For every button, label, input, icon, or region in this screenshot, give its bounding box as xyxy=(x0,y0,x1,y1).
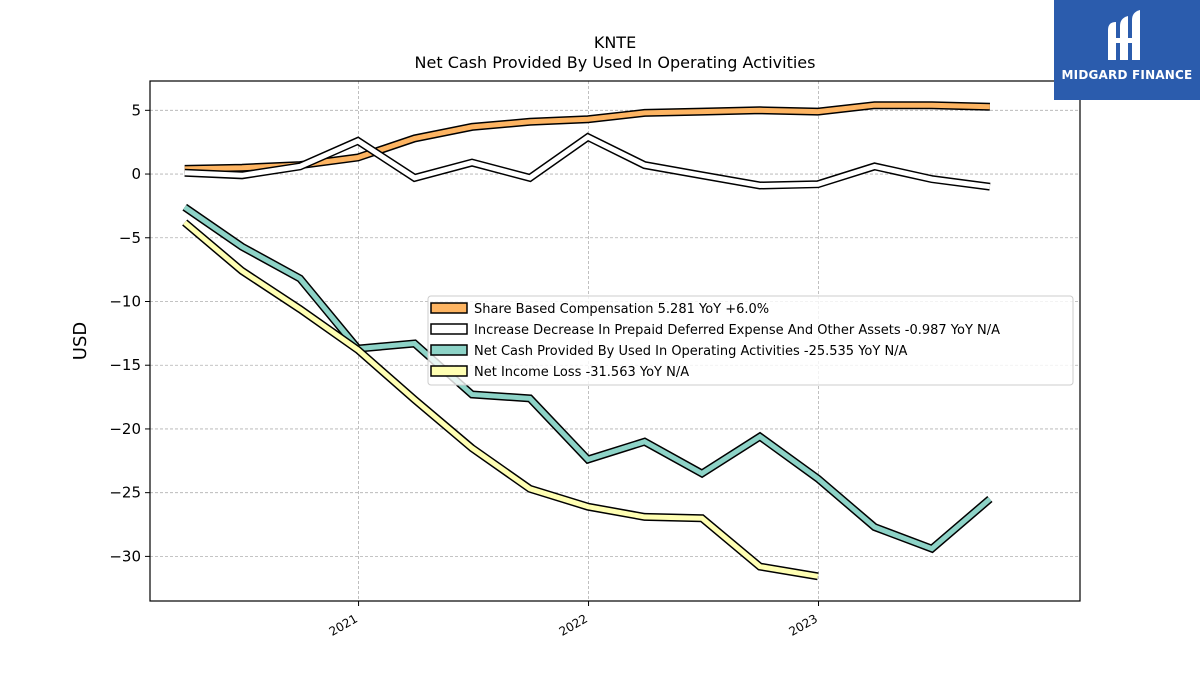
legend-swatch xyxy=(430,323,468,335)
logo-text: MIDGARD FINANCE xyxy=(1061,68,1193,82)
series-line xyxy=(184,102,990,172)
series-4 xyxy=(182,219,819,581)
chart-title: KNTE xyxy=(594,33,636,52)
legend-swatch xyxy=(430,365,468,377)
legend-entry: Net Income Loss -31.563 YoY N/A xyxy=(474,365,689,380)
y-tick-label: 0 xyxy=(131,165,141,183)
chart-subtitle: Net Cash Provided By Used In Operating A… xyxy=(415,53,816,72)
series-line xyxy=(184,134,991,190)
legend-entry: Share Based Compensation 5.281 YoY +6.0% xyxy=(474,302,769,317)
y-tick-label: −5 xyxy=(119,229,141,247)
series-line xyxy=(183,205,992,552)
y-axis: 5 0 −5 −10 −15 −20 −25 −30 xyxy=(109,101,150,565)
x-tick-label: 2021 xyxy=(327,611,360,638)
x-axis: 2021 2022 2023 xyxy=(327,601,820,639)
y-tick-label: −15 xyxy=(109,356,141,374)
y-tick-label: −10 xyxy=(109,292,141,310)
y-axis-label: USD xyxy=(70,322,91,360)
legend: Share Based Compensation 5.281 YoY +6.0%… xyxy=(427,295,1074,386)
series-layer xyxy=(182,101,993,581)
x-tick-label: 2023 xyxy=(787,611,820,638)
legend-swatch xyxy=(430,344,468,356)
series-1 xyxy=(184,101,991,173)
plot-frame xyxy=(149,80,1081,602)
series-2 xyxy=(184,132,991,191)
y-tick-label: −25 xyxy=(109,484,141,502)
y-tick-label: −30 xyxy=(109,547,141,565)
legend-entry: Increase Decrease In Prepaid Deferred Ex… xyxy=(474,323,1000,338)
legend-box xyxy=(427,295,1074,386)
series-3 xyxy=(182,203,993,554)
y-tick-label: −20 xyxy=(109,420,141,438)
logo-mark-icon xyxy=(1108,10,1140,60)
legend-swatch xyxy=(430,302,468,314)
x-tick-label: 2022 xyxy=(557,611,590,638)
y-tick-label: 5 xyxy=(131,101,141,119)
midgard-finance-logo: MIDGARD FINANCE xyxy=(1054,0,1200,100)
series-line xyxy=(183,220,819,579)
legend-entry: Net Cash Provided By Used In Operating A… xyxy=(474,344,908,359)
